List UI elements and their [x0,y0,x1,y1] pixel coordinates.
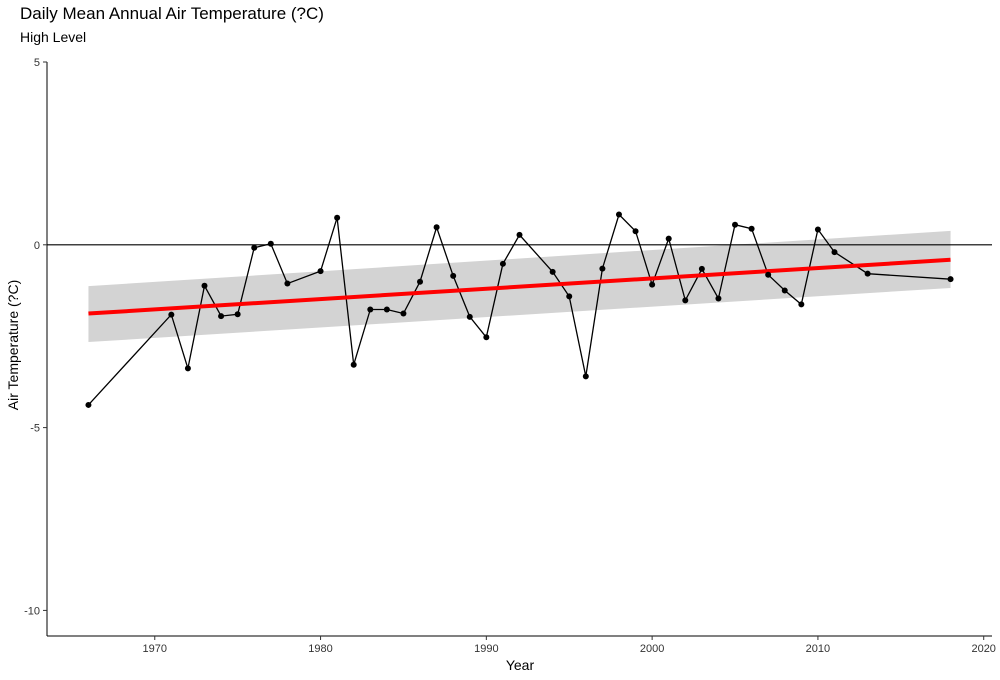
data-point [632,228,639,235]
data-point [350,361,357,368]
data-point [566,293,573,300]
data-point [814,226,821,233]
x-tick-label: 1990 [474,643,498,655]
data-point [649,281,656,288]
chart-title: Daily Mean Annual Air Temperature (?C) [20,4,324,23]
data-point [765,271,772,278]
axes-layer: 1970 1980 1990 2000 2010 2020 5 0 -5 -10 [24,57,996,655]
data-point [251,244,258,251]
y-axis-title: Air Temperature (?C) [5,280,21,410]
data-point [433,224,440,231]
data-point [499,260,506,267]
data-point [317,268,324,275]
x-axis-title: Year [506,657,535,673]
data-point [85,401,92,408]
data-point [267,240,274,247]
data-point [284,280,291,287]
x-tick-label: 2000 [640,643,664,655]
data-point [582,373,589,380]
y-tick-label: 0 [34,240,40,252]
x-tick-label: 1970 [143,643,167,655]
data-point [234,311,241,318]
data-point [864,270,871,277]
data-point [466,313,473,320]
data-point [798,301,805,308]
data-point [599,265,606,272]
data-point [682,297,689,304]
data-point [334,214,341,221]
data-point [201,282,208,289]
data-points-layer [85,211,954,408]
data-point [947,276,954,283]
x-tick-label: 2010 [806,643,830,655]
data-point [781,287,788,294]
data-point [715,295,722,302]
data-point [698,265,705,272]
data-point [831,249,838,256]
y-tick-label: 5 [34,57,40,69]
data-point [516,231,523,238]
data-point [450,272,457,279]
data-point [168,311,175,318]
data-point [483,334,490,341]
x-tick-label: 1980 [308,643,332,655]
trend-line-layer [88,257,951,316]
data-point [417,278,424,285]
chart-subtitle: High Level [20,29,87,45]
data-point [218,313,225,320]
data-point [665,235,672,242]
x-tick-label: 2020 [971,643,995,655]
data-point [184,365,191,372]
data-point [549,268,556,275]
data-point [748,225,755,232]
y-tick-label: -10 [24,605,40,617]
data-point [400,310,407,317]
data-point [383,306,390,313]
trend-line [88,257,951,316]
data-point [367,306,374,313]
data-point [732,221,739,228]
y-tick-label: -5 [30,423,40,435]
data-point [615,211,622,218]
